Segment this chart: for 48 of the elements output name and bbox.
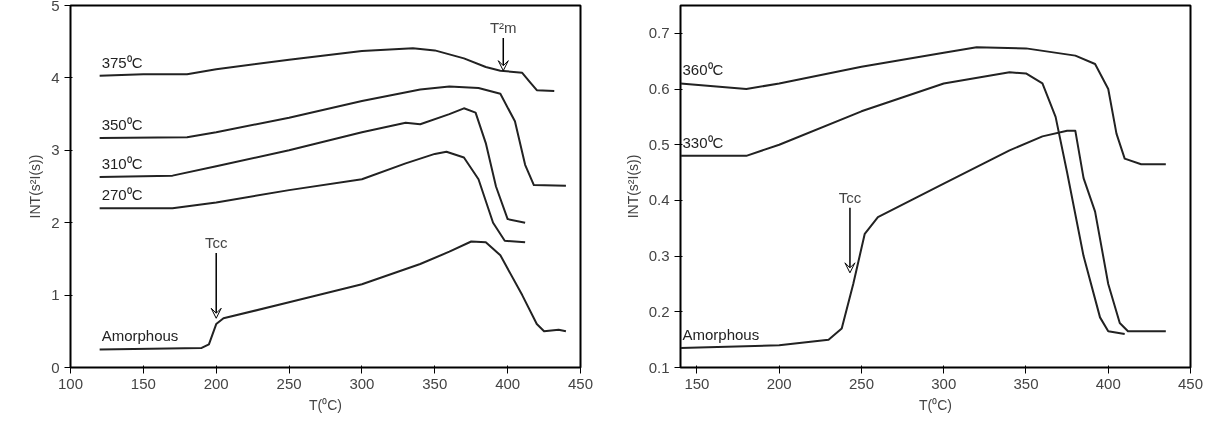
annotation: T²m <box>489 19 517 37</box>
line-series <box>98 107 527 224</box>
x-axis-title: T(⁰C) <box>309 396 343 413</box>
x-tick-label: 300 <box>931 374 957 392</box>
series-label: 375⁰C <box>101 53 143 71</box>
series-label: 310⁰C <box>101 155 143 173</box>
y-tick-label: 0.4 <box>648 191 670 209</box>
x-tick-label: 400 <box>1095 374 1121 392</box>
x-tick-label: 200 <box>203 374 229 392</box>
series-label: Amorphous <box>101 327 179 345</box>
y-tick-label: 1 <box>51 286 60 304</box>
y-tick-label: 0.5 <box>648 135 670 153</box>
annotation: Tcc <box>838 188 862 206</box>
series-label: 360⁰C <box>682 61 724 79</box>
y-tick-label: 2 <box>51 213 60 231</box>
x-tick-label: 450 <box>567 374 594 392</box>
y-axis-title: INT(s²I(s)) <box>624 154 641 219</box>
series-label: 270⁰C <box>101 186 143 204</box>
y-tick-label: 4 <box>51 68 60 86</box>
x-tick-label: 150 <box>130 374 156 392</box>
x-axis-title: T(⁰C) <box>919 396 953 413</box>
x-tick-label: 100 <box>57 374 84 392</box>
y-tick-label: 0 <box>51 358 60 376</box>
annotation: Tcc <box>204 234 228 252</box>
y-axis-title: INT(s²I(s)) <box>27 154 44 219</box>
x-tick-label: 350 <box>1013 374 1039 392</box>
line-series <box>98 85 567 187</box>
x-tick-label: 150 <box>684 374 710 392</box>
x-tick-label: 250 <box>276 374 302 392</box>
y-tick-label: 3 <box>51 141 60 159</box>
x-tick-label: 400 <box>495 374 521 392</box>
x-tick-label: 300 <box>349 374 375 392</box>
x-tick-label: 450 <box>1177 374 1204 392</box>
y-tick-label: 0.6 <box>648 80 670 98</box>
y-tick-label: 0.7 <box>648 24 670 42</box>
line-series <box>98 240 567 351</box>
line-series <box>680 46 1167 166</box>
y-tick-label: 0.2 <box>648 302 670 320</box>
series-label: Amorphous <box>682 326 760 344</box>
line-series <box>98 47 556 92</box>
y-tick-label: 5 <box>51 0 60 14</box>
y-tick-label: 0.3 <box>648 247 670 265</box>
y-tick-label: 0.1 <box>648 358 670 376</box>
x-tick-label: 250 <box>848 374 874 392</box>
x-tick-label: 350 <box>422 374 448 392</box>
x-tick-label: 200 <box>766 374 792 392</box>
series-label: 330⁰C <box>682 133 724 151</box>
series-label: 350⁰C <box>101 115 143 133</box>
